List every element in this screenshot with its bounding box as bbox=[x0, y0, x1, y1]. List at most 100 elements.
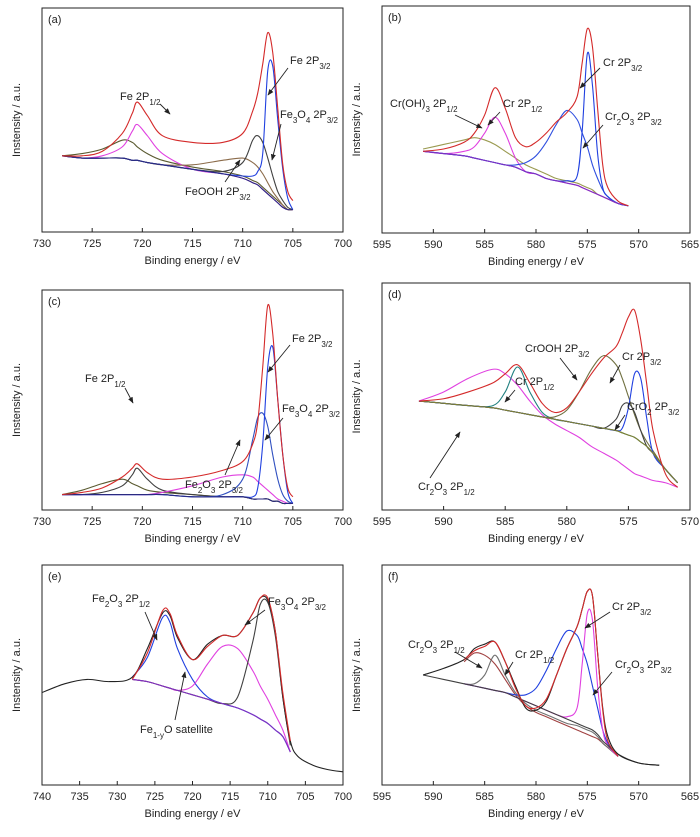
annotation-part: 1/2 bbox=[114, 380, 126, 389]
annotation: Fe2O3 2P3/2 bbox=[185, 479, 244, 495]
annotation-arrow bbox=[224, 159, 241, 183]
x-tick-label: 715 bbox=[221, 791, 239, 803]
annotation: Cr 2P1/2 bbox=[515, 649, 555, 665]
annotation-part: Fe 2P bbox=[292, 333, 321, 345]
annotation-part: 3 bbox=[425, 105, 430, 114]
annotation-part: Fe bbox=[92, 593, 105, 605]
annotation-arrow bbox=[174, 671, 187, 721]
annotation-part: O bbox=[109, 593, 118, 605]
fit-line bbox=[62, 345, 294, 504]
annotation: CrO2 2P3/2 bbox=[627, 401, 680, 417]
annotation-part: O bbox=[285, 596, 294, 608]
x-tick-label: 730 bbox=[33, 238, 51, 250]
x-tick-label: 565 bbox=[681, 239, 699, 251]
annotation-arrow bbox=[559, 357, 578, 381]
axes-frame bbox=[381, 564, 691, 786]
plot-area bbox=[42, 594, 343, 773]
annotation-part: 3/2 bbox=[319, 62, 331, 71]
annotation: Cr 2P3/2 bbox=[603, 57, 643, 73]
x-tick-label: 595 bbox=[373, 239, 391, 251]
annotation: Cr2O3 2P3/2 bbox=[605, 111, 662, 127]
fit-line bbox=[62, 303, 294, 498]
annotation-part: Cr bbox=[615, 659, 627, 671]
axes-frame bbox=[381, 282, 691, 511]
annotation-part: 3 bbox=[433, 646, 438, 655]
x-tick-label: 700 bbox=[334, 516, 352, 528]
x-tick-label: 725 bbox=[83, 516, 101, 528]
annotation-part: Cr bbox=[408, 639, 420, 651]
x-tick-label: 710 bbox=[233, 238, 251, 250]
annotation-part: 1-y bbox=[153, 731, 164, 740]
x-tick-label: 585 bbox=[475, 791, 493, 803]
fit-line bbox=[422, 674, 660, 766]
x-tick-label: 705 bbox=[284, 238, 302, 250]
annotation: Cr 2P3/2 bbox=[612, 601, 652, 617]
x-tick-label: 710 bbox=[259, 791, 277, 803]
annotation: Cr2O3 2P1/2 bbox=[418, 481, 475, 497]
x-tick-label: 585 bbox=[496, 516, 514, 528]
annotation-part: Cr 2P bbox=[515, 376, 543, 388]
annotation-part: 3/2 bbox=[640, 608, 652, 617]
x-tick-label: 570 bbox=[629, 239, 647, 251]
x-tick-label: 580 bbox=[527, 239, 545, 251]
annotation-part: Cr 2P bbox=[515, 649, 543, 661]
annotation-part: O bbox=[621, 111, 630, 123]
annotation-part: Fe bbox=[268, 596, 281, 608]
annotation-arrow bbox=[429, 431, 461, 479]
annotation-part: 2 bbox=[198, 486, 203, 495]
annotation-part: FeOOH 2P bbox=[185, 186, 239, 198]
annotation-part: 3 bbox=[630, 118, 635, 127]
annotation-part: O bbox=[424, 639, 433, 651]
annotation-part: Cr 2P bbox=[503, 98, 531, 110]
x-tick-label: 725 bbox=[83, 238, 101, 250]
fit-line bbox=[132, 678, 291, 753]
annotation-part: 1/2 bbox=[543, 656, 555, 665]
x-tick-label: 590 bbox=[424, 791, 442, 803]
fit-line bbox=[463, 652, 619, 757]
x-tick-label: 700 bbox=[334, 791, 352, 803]
annotation-part: Cr(OH) bbox=[390, 98, 425, 110]
x-tick-label: 590 bbox=[434, 516, 452, 528]
annotation-part: 3 bbox=[640, 666, 645, 675]
annotation-part: Fe bbox=[185, 479, 198, 491]
annotation-part: 2 bbox=[420, 646, 425, 655]
annotation: CrOOH 2P3/2 bbox=[525, 343, 590, 359]
annotation: Fe3O4 2P3/2 bbox=[282, 403, 341, 419]
annotation-part: 3/2 bbox=[327, 116, 339, 125]
panel: 595 590 585 580 575 570 Binding energy / eV Ins… bbox=[351, 282, 699, 545]
annotation-part: O bbox=[631, 659, 640, 671]
panel: 730 725 720 715 710 705 700 Binding energy / eV… bbox=[11, 289, 352, 545]
fit-line bbox=[418, 400, 679, 484]
annotation-arrow bbox=[454, 114, 483, 129]
y-axis-label: Instensity / a.u. bbox=[11, 363, 23, 437]
annotation-part: 3/2 bbox=[668, 408, 680, 417]
annotation-arrow bbox=[144, 611, 158, 641]
x-tick-label: 715 bbox=[183, 238, 201, 250]
annotation-part: 2P bbox=[430, 98, 447, 110]
annotation-arrow bbox=[454, 651, 483, 669]
annotation-part: Cr 2P bbox=[603, 57, 631, 69]
annotation-arrow bbox=[609, 364, 621, 384]
annotation-arrow bbox=[579, 67, 601, 89]
fit-line bbox=[418, 400, 679, 484]
annotation: Fe 2P1/2 bbox=[85, 373, 126, 389]
annotation-part: Cr 2P bbox=[622, 351, 650, 363]
fit-line bbox=[62, 59, 294, 210]
panel-label: (d) bbox=[388, 289, 401, 301]
panel-label: (a) bbox=[48, 14, 61, 26]
annotation-part: 4 bbox=[308, 410, 313, 419]
annotation: Cr 2P1/2 bbox=[515, 376, 555, 392]
annotation-part: 2P bbox=[312, 403, 329, 415]
panel-label: (f) bbox=[388, 571, 398, 583]
annotation: Cr2O3 2P3/2 bbox=[615, 659, 672, 675]
x-tick-label: 585 bbox=[475, 239, 493, 251]
annotation-part: 3 bbox=[211, 486, 216, 495]
annotation-part: 3/2 bbox=[239, 193, 251, 202]
fit-line bbox=[463, 588, 619, 757]
annotation: Fe1-yO satellite bbox=[140, 724, 213, 740]
x-tick-label: 595 bbox=[373, 516, 391, 528]
annotation-part: 3 bbox=[281, 603, 286, 612]
annotation-part: 1/2 bbox=[139, 600, 151, 609]
annotation-part: Cr bbox=[418, 481, 430, 493]
